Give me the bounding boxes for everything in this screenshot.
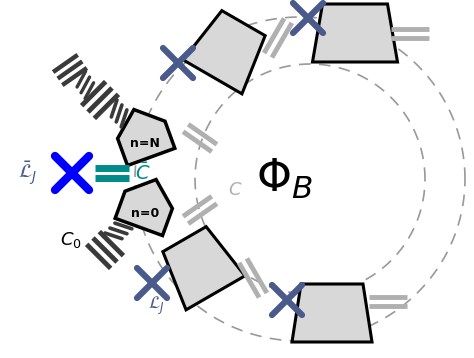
Text: $\Phi_B$: $\Phi_B$ [256, 157, 313, 201]
Polygon shape [183, 11, 265, 94]
Polygon shape [312, 4, 398, 62]
Text: n=N: n=N [130, 136, 160, 150]
Text: $\bar{C}$: $\bar{C}$ [135, 162, 151, 184]
Text: n=0: n=0 [131, 207, 159, 219]
Polygon shape [118, 110, 175, 165]
Text: $\bar{\mathcal{L}}_J$: $\bar{\mathcal{L}}_J$ [18, 159, 37, 187]
Polygon shape [163, 227, 245, 310]
Polygon shape [115, 180, 173, 236]
Text: $C$: $C$ [228, 181, 243, 199]
Text: $\mathcal{L}_J$: $\mathcal{L}_J$ [148, 295, 165, 317]
Text: $C_0$: $C_0$ [60, 230, 82, 250]
Polygon shape [292, 284, 372, 342]
